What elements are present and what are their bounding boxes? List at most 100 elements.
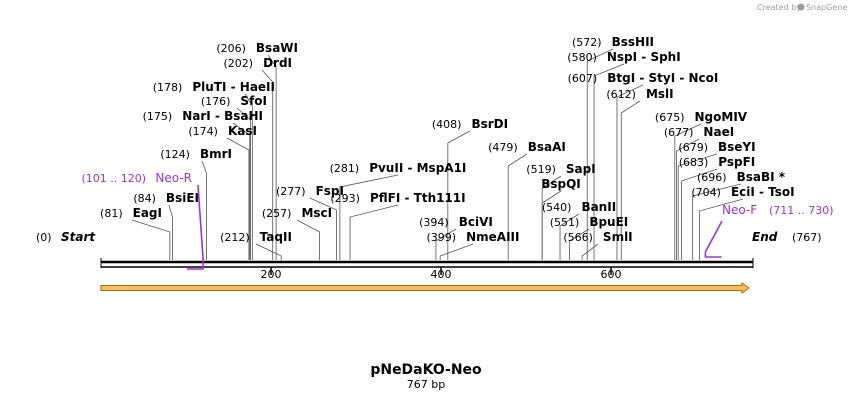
restriction-site[interactable]: SapI (519): [526, 162, 595, 176]
restriction-site[interactable]: DrdI (202): [223, 56, 292, 70]
restriction-site[interactable]: NaeI (677): [664, 125, 734, 139]
restriction-site[interactable]: TaqII (212): [220, 230, 292, 244]
site-leader-line: [681, 168, 718, 260]
feature-arrow: [100, 282, 750, 294]
site-name: KasI: [228, 124, 257, 138]
site-leader-line: [676, 138, 700, 260]
primer-name: Neo-R: [155, 171, 192, 185]
site-leader-line: [349, 204, 399, 260]
restriction-site[interactable]: BtgI - StyI - NcoI (607): [568, 71, 719, 85]
plasmid-name: pNeDaKO-Neo: [370, 362, 482, 378]
site-name: BssHII: [612, 35, 654, 49]
site-leader-line: [586, 48, 614, 260]
restriction-site[interactable]: BsaWI (206): [216, 41, 298, 55]
site-position: (394): [419, 216, 449, 229]
site-position: (293): [330, 192, 360, 205]
restriction-site[interactable]: BciVI (394): [419, 215, 493, 229]
start-label: Start: [61, 230, 96, 244]
restriction-site[interactable]: PspFI (683): [679, 155, 756, 169]
restriction-site[interactable]: BpuEI (551): [550, 215, 629, 229]
site-name: BseYI: [718, 140, 756, 154]
site-position: (612): [606, 88, 636, 101]
end-position: (767): [792, 231, 822, 244]
site-name: SfoI: [240, 94, 267, 108]
restriction-site[interactable]: SmlI (566): [563, 230, 632, 244]
restriction-site[interactable]: NmeAIII (399): [427, 230, 520, 244]
site-position: (675): [655, 111, 685, 124]
restriction-site[interactable]: FspI (277): [276, 184, 344, 198]
site-name: NarI - BsaHI: [182, 109, 263, 123]
site-name: NgoMIV: [695, 110, 748, 124]
credit-prefix: Created by: [757, 3, 801, 12]
site-position: (519): [526, 163, 556, 176]
restriction-site[interactable]: PluTI - HaeII (178): [153, 80, 275, 94]
sequence-ends: (0) Start End (767): [36, 230, 822, 244]
restriction-site[interactable]: MscI (257): [262, 206, 332, 220]
primer-name: Neo-F: [722, 203, 757, 217]
site-name: PvuII - MspA1I: [369, 161, 466, 175]
site-position: (566): [563, 231, 593, 244]
site-position: (84): [133, 192, 156, 205]
site-position: (572): [572, 36, 602, 49]
site-leader-line: [581, 243, 599, 260]
site-position: (677): [664, 126, 694, 139]
restriction-site[interactable]: NarI - BsaHI (175): [143, 109, 263, 123]
restriction-site[interactable]: SfoI (176): [201, 94, 267, 108]
site-name: BanII: [581, 200, 616, 214]
site-name: NmeAIII: [466, 230, 519, 244]
site-leader-line: [692, 183, 742, 260]
restriction-site[interactable]: BanII (540): [542, 200, 616, 214]
restriction-site[interactable]: BseYI (679): [678, 140, 755, 154]
site-position: (206): [216, 42, 246, 55]
site-leader-line: [616, 84, 644, 260]
site-position: (399): [427, 231, 457, 244]
site-name: PflFI - Tth111I: [370, 191, 466, 205]
site-leader-line: [559, 213, 580, 260]
start-position: (0): [36, 231, 52, 244]
site-position: (683): [679, 156, 709, 169]
site-leader-line: [620, 100, 641, 260]
site-name: MscI: [301, 206, 332, 220]
ruler-label: 400: [431, 268, 452, 281]
restriction-site[interactable]: MslI (612): [606, 87, 673, 101]
snapgene-credit[interactable]: Created by SnapGene: [757, 3, 847, 12]
site-position: (696): [697, 171, 727, 184]
site-leader-line: [267, 54, 277, 260]
restriction-site[interactable]: NspI - SphI (580): [567, 50, 680, 64]
site-name: PluTI - HaeII: [192, 80, 275, 94]
feature-arrow-shape[interactable]: [100, 282, 750, 294]
site-leader-line: [296, 219, 320, 260]
restriction-site[interactable]: BspQI: [541, 177, 581, 191]
primer-neo-f[interactable]: Neo-F (711 .. 730): [704, 203, 834, 258]
restriction-site[interactable]: BsiEI (84): [133, 191, 199, 205]
site-leader-line: [447, 130, 471, 260]
site-name: BtgI - StyI - NcoI: [607, 71, 718, 85]
site-name: BsaBI *: [737, 170, 786, 184]
site-name: BsrDI: [471, 117, 508, 131]
site-leader-line: [568, 228, 590, 260]
site-name: BmrI: [200, 147, 232, 161]
site-position: (257): [262, 207, 292, 220]
site-leader-line: [699, 198, 744, 260]
site-name: BsaWI: [256, 41, 298, 55]
restriction-site[interactable]: KasI (174): [188, 124, 257, 138]
site-name: BciVI: [459, 215, 493, 229]
restriction-site[interactable]: BsrDI (408): [432, 117, 508, 131]
restriction-site[interactable]: PflFI - Tth111I (293): [330, 191, 465, 205]
end-label: End: [752, 230, 778, 244]
restriction-site[interactable]: BmrI (124): [160, 147, 232, 161]
primer-range: (101 .. 120): [81, 172, 146, 185]
restriction-site[interactable]: PvuII - MspA1I (281): [330, 161, 467, 175]
restriction-site[interactable]: BssHII (572): [572, 35, 654, 49]
primer-binding-mark: [704, 220, 723, 258]
site-leader-line: [507, 153, 528, 260]
restriction-site[interactable]: EagI (81): [100, 206, 162, 220]
restriction-site[interactable]: NgoMIV (675): [655, 110, 748, 124]
site-position: (540): [542, 201, 572, 214]
restriction-site[interactable]: BsaBI * (696): [697, 170, 786, 184]
primer-neo-r[interactable]: Neo-R (101 .. 120): [81, 171, 204, 270]
restriction-site[interactable]: EciI - TsoI (704): [691, 185, 794, 199]
site-leader-line: [201, 160, 207, 260]
site-leader-line: [261, 69, 274, 260]
restriction-site[interactable]: BsaAI (479): [488, 140, 566, 154]
